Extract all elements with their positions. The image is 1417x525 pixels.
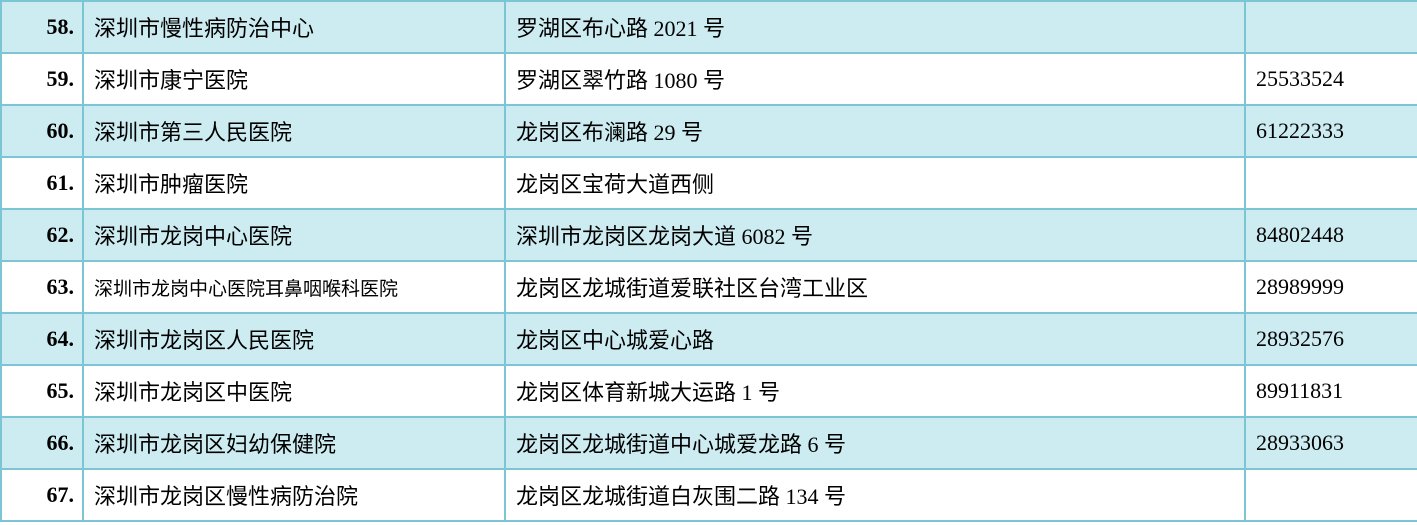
table-row: 66.深圳市龙岗区妇幼保健院龙岗区龙城街道中心城爱龙路 6 号28933063 [1,417,1417,469]
cell-phone: 84802448 [1245,209,1417,261]
hospital-table: 58.深圳市慢性病防治中心罗湖区布心路 2021 号59.深圳市康宁医院罗湖区翠… [0,0,1417,522]
cell-name: 深圳市康宁医院 [83,53,505,105]
table-row: 65.深圳市龙岗区中医院龙岗区体育新城大运路 1 号89911831 [1,365,1417,417]
cell-name: 深圳市龙岗区人民医院 [83,313,505,365]
cell-idx: 63. [1,261,83,313]
cell-idx: 58. [1,1,83,53]
cell-address: 龙岗区布澜路 29 号 [505,105,1245,157]
cell-phone: 28932576 [1245,313,1417,365]
cell-idx: 65. [1,365,83,417]
cell-idx: 67. [1,469,83,521]
table-row: 64.深圳市龙岗区人民医院龙岗区中心城爱心路28932576 [1,313,1417,365]
table-row: 63.深圳市龙岗中心医院耳鼻咽喉科医院龙岗区龙城街道爱联社区台湾工业区28989… [1,261,1417,313]
table-row: 67.深圳市龙岗区慢性病防治院龙岗区龙城街道白灰围二路 134 号 [1,469,1417,521]
cell-address: 龙岗区龙城街道中心城爱龙路 6 号 [505,417,1245,469]
cell-name: 深圳市慢性病防治中心 [83,1,505,53]
table-row: 59.深圳市康宁医院罗湖区翠竹路 1080 号25533524 [1,53,1417,105]
cell-name: 深圳市龙岗中心医院 [83,209,505,261]
cell-phone [1245,469,1417,521]
cell-phone [1245,157,1417,209]
cell-idx: 60. [1,105,83,157]
cell-idx: 66. [1,417,83,469]
cell-address: 深圳市龙岗区龙岗大道 6082 号 [505,209,1245,261]
cell-phone [1245,1,1417,53]
cell-address: 龙岗区龙城街道爱联社区台湾工业区 [505,261,1245,313]
cell-address: 罗湖区翠竹路 1080 号 [505,53,1245,105]
cell-idx: 59. [1,53,83,105]
cell-name: 深圳市龙岗区慢性病防治院 [83,469,505,521]
cell-name: 深圳市第三人民医院 [83,105,505,157]
cell-address: 龙岗区体育新城大运路 1 号 [505,365,1245,417]
cell-address: 龙岗区宝荷大道西侧 [505,157,1245,209]
table-row: 62.深圳市龙岗中心医院深圳市龙岗区龙岗大道 6082 号84802448 [1,209,1417,261]
cell-idx: 64. [1,313,83,365]
table-row: 61.深圳市肿瘤医院龙岗区宝荷大道西侧 [1,157,1417,209]
cell-phone: 28933063 [1245,417,1417,469]
cell-idx: 62. [1,209,83,261]
cell-name: 深圳市龙岗区妇幼保健院 [83,417,505,469]
cell-name: 深圳市龙岗区中医院 [83,365,505,417]
cell-phone: 28989999 [1245,261,1417,313]
cell-name: 深圳市龙岗中心医院耳鼻咽喉科医院 [83,261,505,313]
cell-phone: 25533524 [1245,53,1417,105]
cell-idx: 61. [1,157,83,209]
cell-name: 深圳市肿瘤医院 [83,157,505,209]
table-row: 58.深圳市慢性病防治中心罗湖区布心路 2021 号 [1,1,1417,53]
table-row: 60.深圳市第三人民医院龙岗区布澜路 29 号61222333 [1,105,1417,157]
cell-address: 龙岗区中心城爱心路 [505,313,1245,365]
cell-address: 龙岗区龙城街道白灰围二路 134 号 [505,469,1245,521]
cell-phone: 89911831 [1245,365,1417,417]
cell-address: 罗湖区布心路 2021 号 [505,1,1245,53]
cell-phone: 61222333 [1245,105,1417,157]
